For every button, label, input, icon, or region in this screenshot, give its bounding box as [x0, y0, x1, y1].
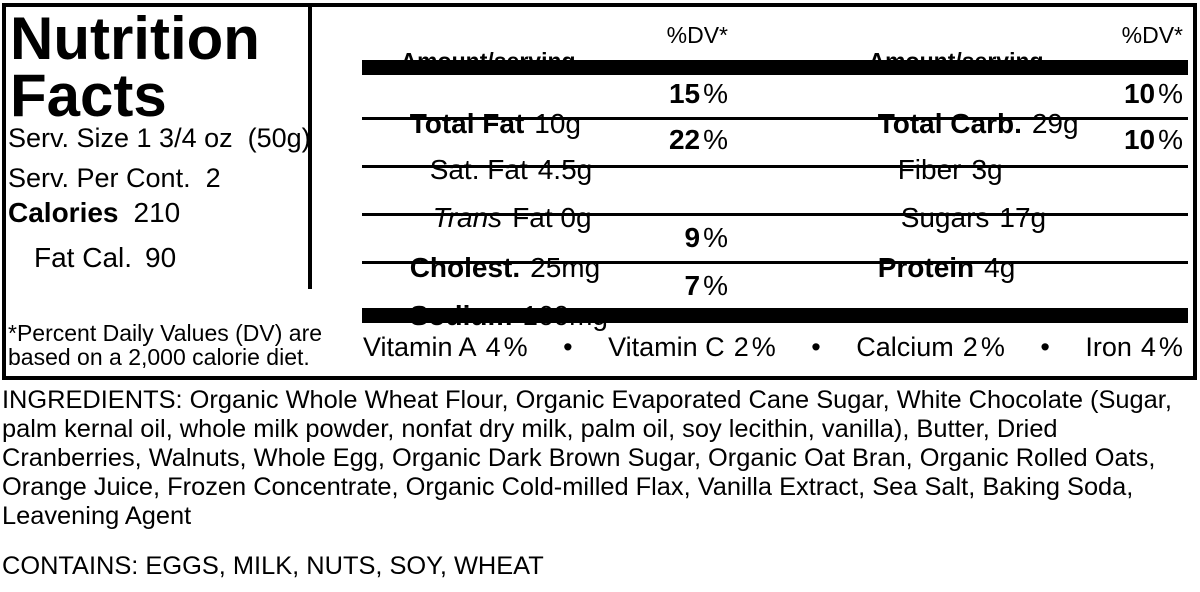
row-sat-fat: Sat. Fat 4.5g 22% [363, 124, 728, 185]
ingredients-text: INGREDIENTS: Organic Whole Wheat Flour, … [2, 386, 1172, 530]
row-total-fat: Total Fat 10g 15% [363, 78, 728, 139]
panel-divider [308, 7, 312, 289]
nutrient-dv [1180, 173, 1183, 203]
iron-item: Iron 4% [1085, 332, 1183, 362]
right-column-header: Amount/serving %DV* [831, 22, 1184, 74]
calories-row: Calories 210 [8, 197, 180, 229]
nutrient-name: Sat. Fat [429, 154, 528, 185]
bullet-icon: • [563, 332, 573, 362]
nutrient-name: Cholest. [409, 252, 521, 283]
nutrient-amount: 17g [999, 202, 1047, 233]
nutrient-amount: 29g [1031, 108, 1079, 139]
title-line-2: Facts [10, 62, 167, 129]
nutrient-dv: 9% [684, 222, 728, 253]
calcium-item: Calcium 2% [856, 332, 1005, 362]
nutrient-amount: 4.5g [537, 154, 593, 185]
row-cholesterol: Cholest. 25mg 9% [363, 222, 728, 283]
row-separator-line [362, 165, 1188, 168]
row-trans-fat: Trans Fat 0g [363, 173, 728, 233]
nutrient-amount: Fat 0g [512, 202, 592, 233]
serving-size-line: Serv. Size 1 3/4 oz (50g) [8, 123, 311, 153]
fat-calories-label: Fat Cal. [34, 242, 133, 273]
nutrient-name: Total Carb. [877, 108, 1022, 139]
nutrient-dv: 10% [1123, 78, 1183, 109]
vitamin-c-item: Vitamin C 2% [608, 332, 776, 362]
dv-header: %DV* [666, 22, 728, 48]
nutrient-name: Total Fat [409, 108, 525, 139]
nutrient-dv: 10% [1123, 124, 1183, 155]
calories-value: 210 [133, 197, 181, 228]
nutrient-name: Trans [432, 202, 503, 233]
servings-per-container-line: Serv. Per Cont. 2 [8, 163, 221, 193]
nutrient-amount: 10g [534, 108, 581, 139]
title-line-1: Nutrition [10, 5, 260, 72]
dv-header: %DV* [1121, 22, 1183, 48]
nutrient-dv: 22% [668, 124, 728, 155]
dv-footnote: *Percent Daily Values (DV) are based on … [8, 320, 353, 370]
footnote-line-2: based on a 2,000 calorie diet. [8, 343, 310, 370]
row-separator-line [362, 261, 1188, 264]
nutrient-dv: 7% [684, 270, 728, 301]
nutrient-dv: 15% [668, 78, 728, 109]
nutrient-dv [725, 173, 728, 203]
thick-bar-top [362, 60, 1188, 75]
nutrient-name: Fiber [897, 154, 962, 185]
nutrition-facts-panel: Nutrition Facts Serv. Size 1 3/4 oz (50g… [2, 3, 1197, 380]
nutrient-amount: 4g [984, 252, 1016, 283]
nutrient-amount: 3g [971, 154, 1003, 185]
calories-label: Calories [8, 197, 119, 228]
nutrient-name: Protein [877, 252, 975, 283]
row-fiber: Fiber 3g 10% [831, 124, 1183, 185]
row-separator-line [362, 213, 1188, 216]
contains-text: CONTAINS: EGGS, MILK, NUTS, SOY, WHEAT [2, 552, 544, 580]
bullet-icon: • [811, 332, 821, 362]
fat-calories-row: Fat Cal. 90 [34, 242, 176, 274]
label-title: Nutrition Facts [10, 5, 260, 129]
nutrient-amount: 25mg [530, 252, 601, 283]
row-separator-line [362, 117, 1188, 120]
row-sugars: Sugars 17g [831, 173, 1183, 233]
row-sodium: Sodium160mg 7% [363, 270, 728, 331]
bullet-icon: • [1040, 332, 1050, 362]
thick-bar-bottom [362, 308, 1188, 323]
vitamins-row: Vitamin A 4% • Vitamin C 2% • Calcium 2% • … [363, 332, 1183, 362]
vitamin-a-item: Vitamin A 4% [363, 332, 528, 362]
nutrient-dv [1180, 223, 1183, 253]
middle-column-header: Amount/serving %DV* [363, 22, 729, 74]
row-protein: Protein 4g [831, 223, 1183, 283]
fat-calories-value: 90 [145, 242, 177, 273]
row-total-carb: Total Carb. 29g 10% [831, 78, 1183, 139]
footnote-line-1: *Percent Daily Values (DV) are [8, 320, 323, 346]
nutrient-name: Sugars [900, 202, 990, 233]
